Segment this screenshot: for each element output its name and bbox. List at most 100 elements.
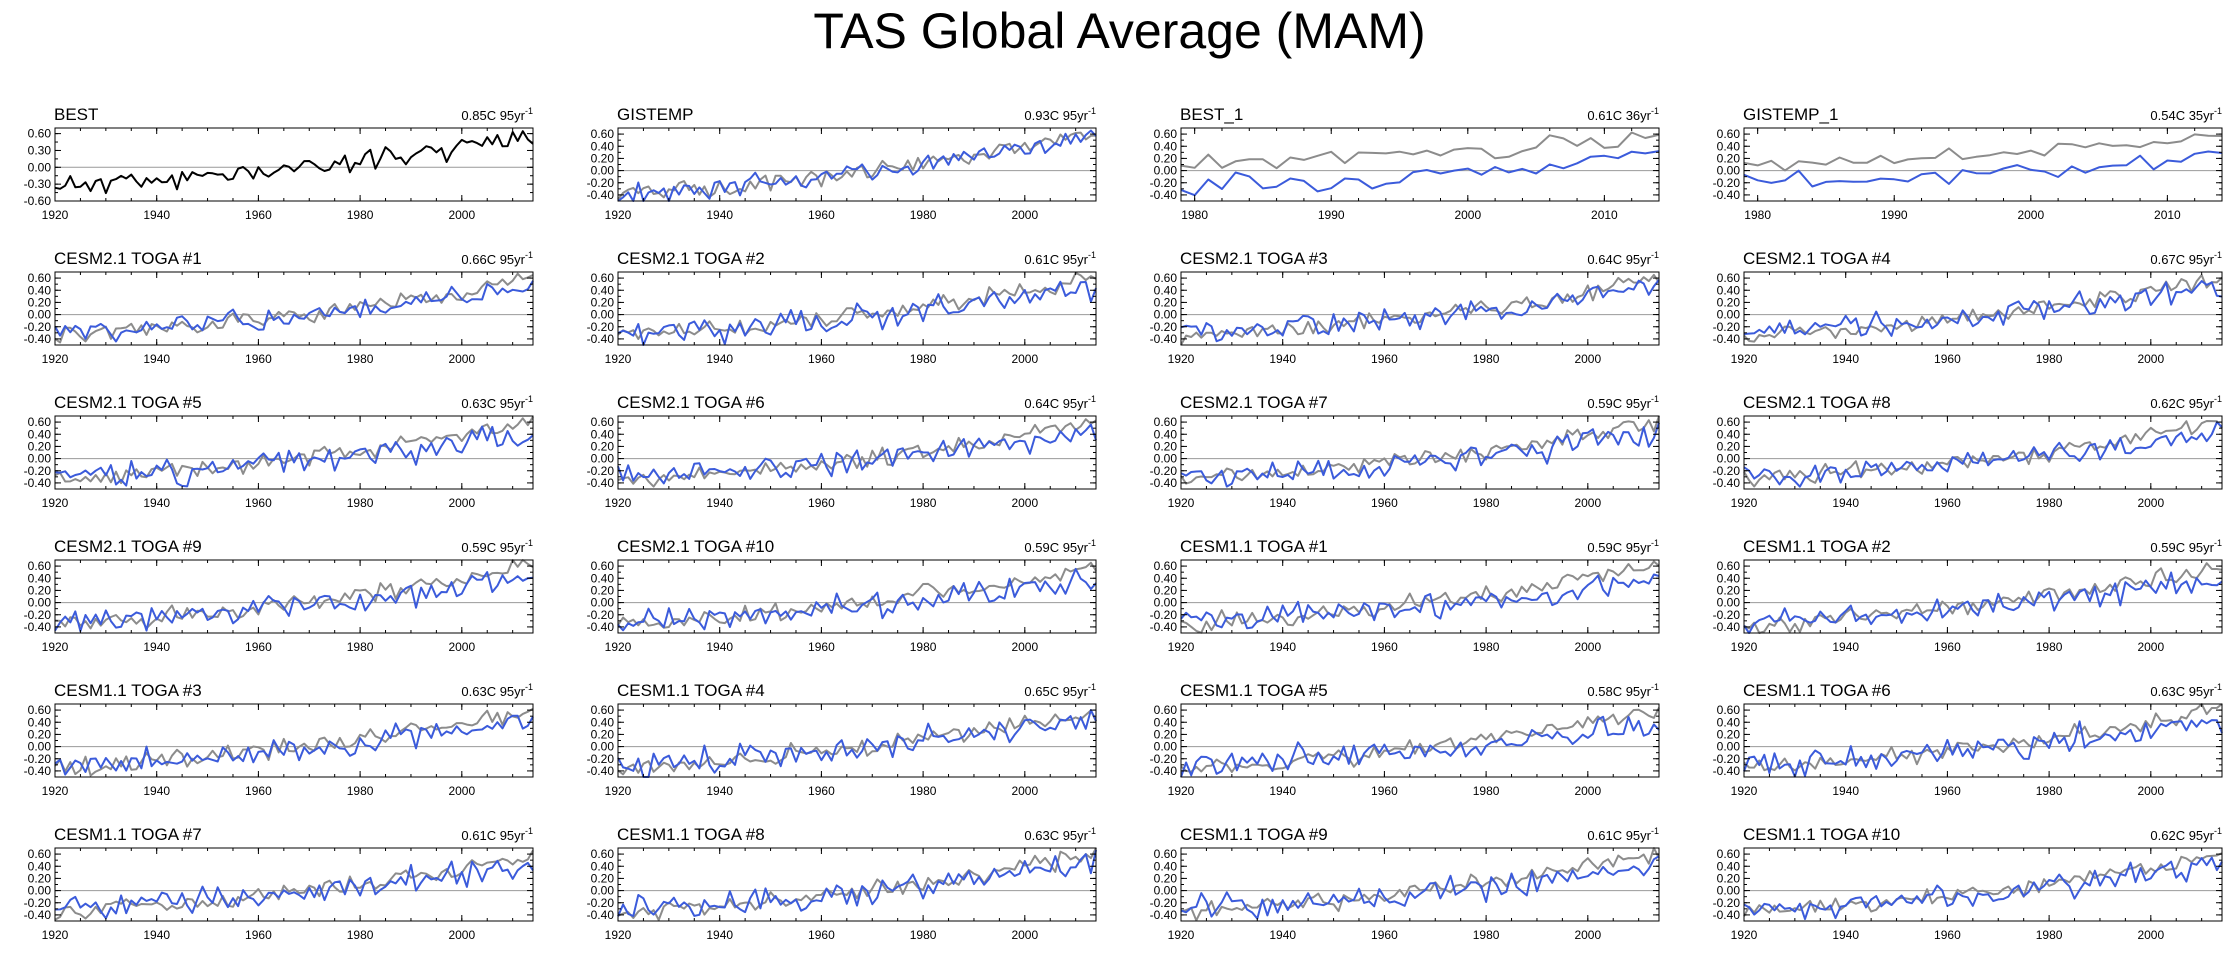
y-tick-label: 0.40 xyxy=(1717,715,1741,729)
chart-panel: CESM2.1 TOGA #1 0.66C 95yr-1 -0.40-0.200.0… xyxy=(24,249,534,366)
plot-frame xyxy=(617,271,1097,346)
trend-exponent: -1 xyxy=(1088,106,1096,116)
y-tick-label: 0.40 xyxy=(591,715,615,729)
y-tick-label: 0.20 xyxy=(1717,583,1741,597)
y-tick-label: 0.60 xyxy=(1154,415,1178,429)
y-tick-label: 0.00 xyxy=(591,452,615,466)
chart-panel: CESM1.1 TOGA #10 0.62C 95yr-1-0.40-0.200.… xyxy=(1713,825,2223,942)
y-tick-label: 0.20 xyxy=(28,727,52,741)
panel-trend: 0.61C 95yr-1 xyxy=(461,826,533,843)
y-tick-label: 0.00 xyxy=(28,884,52,898)
y-tick-label: 0.20 xyxy=(591,727,615,741)
x-tick-label: 1960 xyxy=(1371,496,1398,510)
y-tick-label: -0.40 xyxy=(587,188,615,202)
y-tick-label: 0.60 xyxy=(591,703,615,717)
panel-trend: 0.61C 95yr-1 xyxy=(1024,250,1096,267)
trend-exponent: -1 xyxy=(2214,538,2222,548)
trend-exponent: -1 xyxy=(2214,106,2222,116)
chart-panel: CESM2.1 TOGA #9 0.59C 95yr-1 -0.40-0.200.0… xyxy=(24,537,534,654)
y-tick-label: 0.60 xyxy=(1154,703,1178,717)
model-series-line xyxy=(1743,421,2223,488)
y-tick-label: -0.40 xyxy=(587,476,615,490)
y-tick-label: 0.40 xyxy=(28,283,52,297)
y-tick-label: 0.40 xyxy=(591,427,615,441)
x-tick-label: 1940 xyxy=(143,208,170,222)
panel-trend: 0.65C 95yr-1 xyxy=(1024,682,1096,699)
model-series-line xyxy=(1180,279,1660,343)
reference-series-line xyxy=(1743,562,2223,634)
y-tick-label: -0.40 xyxy=(1150,620,1178,634)
x-tick-label: 1960 xyxy=(1934,352,1961,366)
plot-frame xyxy=(54,703,534,778)
x-tick-label: 1940 xyxy=(706,496,733,510)
model-series-line xyxy=(1743,571,2223,634)
y-tick-label: 0.40 xyxy=(591,859,615,873)
y-tick-label: -0.20 xyxy=(1150,608,1178,622)
x-tick-label: 1920 xyxy=(1168,352,1195,366)
y-tick-label: 0.00 xyxy=(1154,740,1178,754)
x-tick-label: 1920 xyxy=(605,208,632,222)
chart-panel: GISTEMP 0.93C 95yr-1 -0.40-0.200.000.200.4… xyxy=(587,105,1097,222)
model-series-line xyxy=(1180,855,1660,920)
y-tick-label: 0.20 xyxy=(28,295,52,309)
trend-exponent: -1 xyxy=(1088,682,1096,692)
y-tick-label: 0.20 xyxy=(1154,151,1178,165)
model-series-line xyxy=(54,571,534,633)
panel-title: CESM1.1 TOGA #9 xyxy=(1180,825,1328,844)
x-tick-label: 1920 xyxy=(1168,496,1195,510)
x-tick-label: 1960 xyxy=(245,496,272,510)
panel-title: CESM2.1 TOGA #9 xyxy=(54,537,202,556)
x-tick-label: 1960 xyxy=(1371,352,1398,366)
panel-title: CESM2.1 TOGA #2 xyxy=(617,249,765,268)
panel-title: CESM2.1 TOGA #5 xyxy=(54,393,202,412)
plot-frame xyxy=(54,271,534,346)
x-tick-label: 1980 xyxy=(1473,496,1500,510)
y-tick-label: 0.00 xyxy=(28,452,52,466)
x-tick-label: 2000 xyxy=(2137,928,2164,942)
trend-exponent: -1 xyxy=(1088,394,1096,404)
x-tick-label: 1960 xyxy=(1371,784,1398,798)
panel-title: CESM2.1 TOGA #4 xyxy=(1743,249,1891,268)
model-series-line xyxy=(1743,150,2223,188)
x-tick-label: 2000 xyxy=(448,352,475,366)
y-tick-label: -0.20 xyxy=(587,896,615,910)
x-tick-label: 1960 xyxy=(1934,928,1961,942)
x-tick-label: 1920 xyxy=(1731,928,1758,942)
x-tick-label: 1940 xyxy=(143,496,170,510)
y-tick-label: -0.40 xyxy=(1713,332,1741,346)
y-tick-label: 0.00 xyxy=(28,160,52,174)
panel-trend: 0.62C 95yr-1 xyxy=(2150,394,2222,411)
y-tick-label: 0.40 xyxy=(1154,427,1178,441)
x-tick-label: 1990 xyxy=(1881,208,1908,222)
reference-series-line xyxy=(1180,131,1660,170)
x-tick-label: 1920 xyxy=(1731,496,1758,510)
x-tick-label: 2000 xyxy=(1454,208,1481,222)
x-tick-label: 2010 xyxy=(1591,208,1618,222)
y-tick-label: 0.60 xyxy=(28,127,52,141)
y-tick-label: 0.00 xyxy=(591,740,615,754)
plot-frame xyxy=(617,559,1097,634)
reference-series-line xyxy=(617,418,1097,488)
panel-trend: 0.66C 95yr-1 xyxy=(461,250,533,267)
x-tick-label: 1960 xyxy=(1371,640,1398,654)
chart-panel: CESM2.1 TOGA #8 0.62C 95yr-1 -0.40-0.200.0… xyxy=(1713,393,2223,510)
panel-trend: 0.61C 36yr-1 xyxy=(1587,106,1659,123)
y-tick-label: -0.20 xyxy=(24,464,52,478)
y-tick-label: 0.20 xyxy=(28,871,52,885)
y-tick-label: 0.40 xyxy=(591,283,615,297)
trend-exponent: -1 xyxy=(2214,394,2222,404)
x-tick-label: 1920 xyxy=(42,928,69,942)
x-tick-label: 1940 xyxy=(143,640,170,654)
y-tick-label: 0.40 xyxy=(28,427,52,441)
x-tick-label: 2000 xyxy=(1574,784,1601,798)
x-tick-label: 1920 xyxy=(605,784,632,798)
chart-panel: CESM2.1 TOGA #10 0.59C 95yr-1-0.40-0.200.… xyxy=(587,537,1097,654)
chart-panel: CESM1.1 TOGA #9 0.61C 95yr-1 -0.40-0.200.0… xyxy=(1150,825,1660,942)
y-tick-label: 0.40 xyxy=(1717,427,1741,441)
y-tick-label: -0.40 xyxy=(1150,764,1178,778)
chart-panel: CESM1.1 TOGA #6 0.63C 95yr-1 -0.40-0.200.0… xyxy=(1713,681,2223,798)
y-tick-label: 0.20 xyxy=(1154,727,1178,741)
panel-title: CESM2.1 TOGA #6 xyxy=(617,393,765,412)
y-tick-label: -0.40 xyxy=(587,908,615,922)
